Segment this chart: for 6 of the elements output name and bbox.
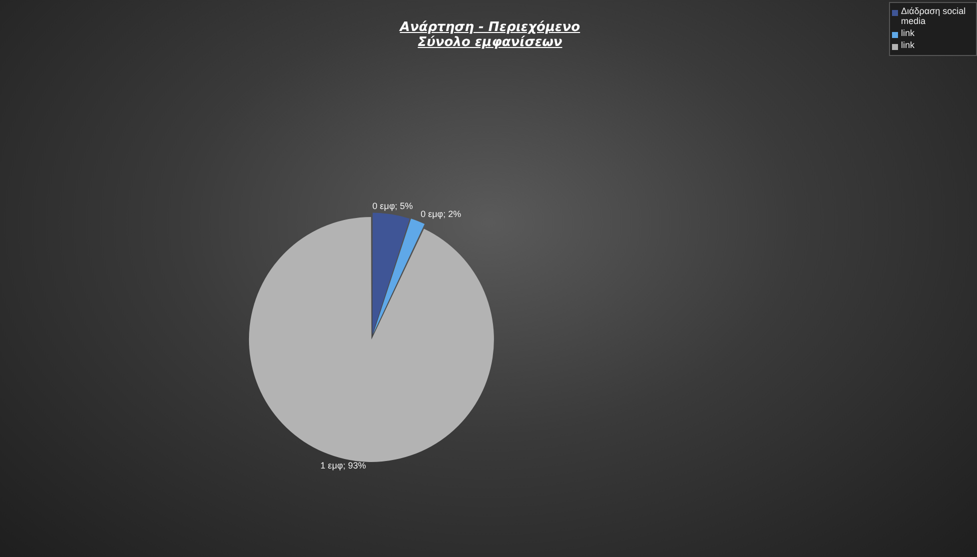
data-label: 0 εμφ; 2%	[420, 208, 462, 219]
data-label: 1 εμφ; 93%	[320, 460, 366, 470]
data-label: 0 εμφ; 5%	[372, 201, 413, 212]
text: Ανάρτηση - Περιεχόμενο Σύνολο εμφανίσεων	[398, 20, 582, 50]
legend-label: link	[901, 28, 915, 38]
legend-label: link	[901, 40, 915, 50]
